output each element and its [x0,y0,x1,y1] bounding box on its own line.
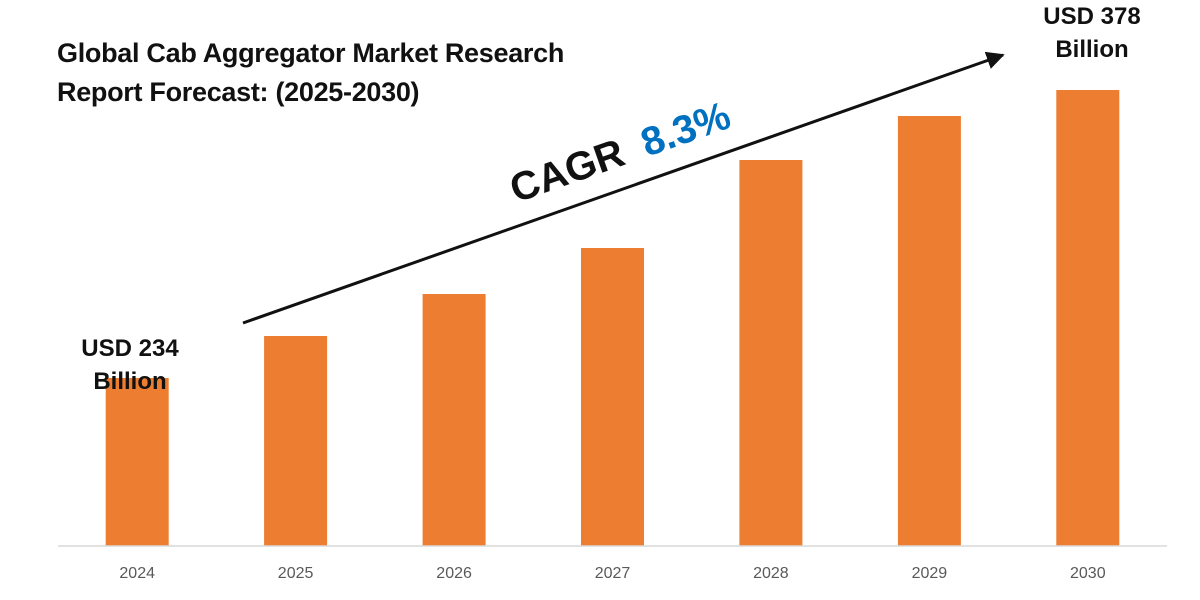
cagr-label-text: CAGR [504,131,630,212]
svg-text:CAGR 8.3%: CAGR 8.3% [504,94,736,212]
x-tick-labels: 2024 2025 2026 2027 2028 2029 2030 [119,565,1105,582]
bar-2026 [422,294,486,546]
cagr-trend-arrow [242,51,1005,325]
x-tick-label-2028: 2028 [753,565,789,582]
x-tick-label-2029: 2029 [912,565,948,582]
start-callout-line-2: Billion [93,368,166,395]
bar-2024 [105,378,169,546]
bar-2025 [264,336,328,546]
start-value-callout: USD 234 Billion [81,335,179,395]
x-tick-label-2024: 2024 [119,565,155,582]
bar-2030 [1056,90,1120,546]
chart-title-line-2: Report Forecast: (2025-2030) [57,77,419,107]
bar-2029 [897,116,961,546]
chart-title-line-1: Global Cab Aggregator Market Research [57,38,564,68]
end-callout-line-1: USD 378 [1043,3,1140,30]
x-tick-label-2025: 2025 [278,565,314,582]
bar-2027 [581,248,644,546]
end-value-callout: USD 378 Billion [1043,3,1140,63]
bar-group [105,90,1120,546]
cagr-label: CAGR 8.3% [504,94,736,212]
x-tick-label-2027: 2027 [595,565,631,582]
start-callout-line-1: USD 234 [81,335,179,362]
x-tick-label-2026: 2026 [436,565,472,582]
end-callout-line-2: Billion [1055,36,1128,63]
x-tick-label-2030: 2030 [1070,565,1106,582]
bar-2028 [739,160,803,546]
